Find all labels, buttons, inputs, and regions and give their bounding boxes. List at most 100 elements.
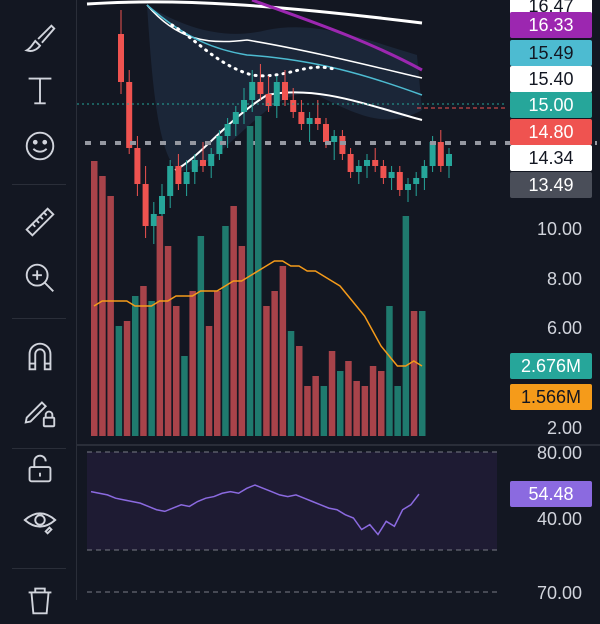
volume-ma-line bbox=[93, 260, 423, 367]
chart-area[interactable]: 16.47 16.33 15.49 15.40 15.00 14.80 14.34 13.49… bbox=[77, 0, 600, 603]
volume-bar bbox=[279, 266, 287, 436]
candle-body bbox=[405, 184, 411, 190]
price-tag: 13.49 bbox=[510, 172, 592, 198]
volume-bar bbox=[99, 176, 106, 436]
candle-body bbox=[421, 166, 428, 178]
volume-tick: 10.00 bbox=[536, 219, 582, 239]
text-icon[interactable] bbox=[14, 66, 66, 114]
volume-bar bbox=[386, 306, 393, 436]
volume-bar bbox=[222, 226, 229, 436]
candle-body bbox=[298, 112, 305, 124]
volume-tick: 2.00 bbox=[546, 418, 582, 438]
candlestick-series bbox=[118, 10, 452, 244]
volume-bar bbox=[91, 161, 98, 436]
candle-body bbox=[241, 100, 247, 112]
candle-body bbox=[446, 154, 452, 166]
candle-body bbox=[306, 118, 313, 124]
candle-body bbox=[388, 172, 395, 178]
candle-body bbox=[232, 112, 239, 124]
brush-icon[interactable] bbox=[14, 15, 66, 63]
candle-body bbox=[118, 34, 124, 82]
magnet-icon[interactable] bbox=[14, 332, 66, 380]
drawing-toolbar bbox=[0, 0, 77, 615]
price-tag: 15.40 bbox=[510, 66, 592, 92]
rsi-value-tag: 54.48 bbox=[510, 481, 592, 507]
volume-bar bbox=[271, 291, 278, 436]
candle-body bbox=[191, 160, 198, 172]
volume-bar bbox=[312, 376, 319, 436]
rsi-tick: 40.00 bbox=[536, 509, 582, 529]
trend-line bbox=[86, 0, 423, 25]
eye-icon[interactable] bbox=[14, 496, 66, 544]
price-tag: 16.33 bbox=[510, 12, 592, 38]
candle-body bbox=[314, 118, 321, 124]
candle-body bbox=[323, 124, 329, 142]
candle-body bbox=[175, 166, 182, 184]
candle-body bbox=[134, 148, 141, 184]
volume-bar bbox=[181, 356, 188, 436]
candle-body bbox=[159, 196, 165, 214]
emoji-icon[interactable] bbox=[14, 122, 66, 170]
candle-body bbox=[380, 166, 387, 178]
volume-bar bbox=[156, 216, 164, 436]
candle-body bbox=[224, 124, 231, 136]
volume-bar bbox=[296, 346, 303, 436]
volume-bar bbox=[173, 306, 180, 436]
volume-bar bbox=[337, 371, 344, 436]
bb-upper-line bbox=[146, 4, 423, 79]
volume-bar bbox=[148, 301, 155, 436]
candle-body bbox=[282, 82, 288, 100]
candle-body bbox=[183, 172, 190, 184]
volume-bar bbox=[238, 246, 246, 436]
volume-bar bbox=[164, 246, 172, 436]
candle-body bbox=[200, 160, 206, 166]
candle-body bbox=[273, 82, 280, 106]
candle-body bbox=[249, 82, 256, 100]
candle-body bbox=[150, 214, 157, 226]
volume-series bbox=[91, 116, 426, 436]
rsi-path bbox=[90, 484, 420, 536]
candle-body bbox=[372, 160, 379, 166]
candle-body bbox=[290, 100, 297, 112]
candle-body bbox=[364, 160, 370, 166]
volume-bar bbox=[320, 386, 328, 436]
volume-bar bbox=[255, 116, 262, 436]
candle-body bbox=[208, 154, 215, 166]
volume-bar bbox=[369, 366, 377, 436]
zoom-in-icon[interactable] bbox=[14, 254, 66, 302]
volume-tick: 8.00 bbox=[546, 269, 582, 289]
candle-body bbox=[347, 154, 354, 172]
ruler-icon[interactable] bbox=[14, 198, 66, 246]
rsi-band bbox=[87, 452, 497, 550]
volume-bar bbox=[214, 291, 221, 436]
candle-body bbox=[257, 82, 264, 94]
volume-bar bbox=[402, 216, 410, 436]
volume-ma-path bbox=[93, 260, 423, 367]
unlock-icon[interactable] bbox=[14, 444, 66, 492]
trend-lines bbox=[86, 0, 423, 171]
volume-bar bbox=[107, 196, 114, 436]
candle-body bbox=[437, 142, 444, 166]
volume-bar bbox=[230, 206, 237, 436]
volume-bar bbox=[287, 331, 295, 436]
lock-pencil-icon[interactable] bbox=[14, 388, 66, 436]
volume-bar bbox=[246, 126, 254, 436]
trash-icon[interactable] bbox=[14, 576, 66, 624]
candle-body bbox=[396, 172, 403, 190]
price-tag: 14.80 bbox=[510, 119, 592, 145]
volume-bar bbox=[353, 381, 360, 436]
dotted-line bbox=[170, 23, 339, 78]
volume-tag: 2.676M bbox=[510, 353, 592, 379]
volume-bar bbox=[123, 321, 131, 436]
candle-body bbox=[413, 178, 420, 184]
rsi-tick: 80.00 bbox=[536, 443, 582, 463]
rsi-line bbox=[90, 484, 420, 536]
volume-bar bbox=[394, 386, 401, 436]
candle-body bbox=[331, 136, 338, 142]
volume-tick: 6.00 bbox=[546, 318, 582, 338]
volume-bar bbox=[361, 386, 369, 436]
volume-bar bbox=[378, 371, 385, 436]
candle-body bbox=[142, 184, 149, 226]
volume-bar bbox=[345, 361, 352, 436]
volume-bar bbox=[328, 351, 336, 436]
